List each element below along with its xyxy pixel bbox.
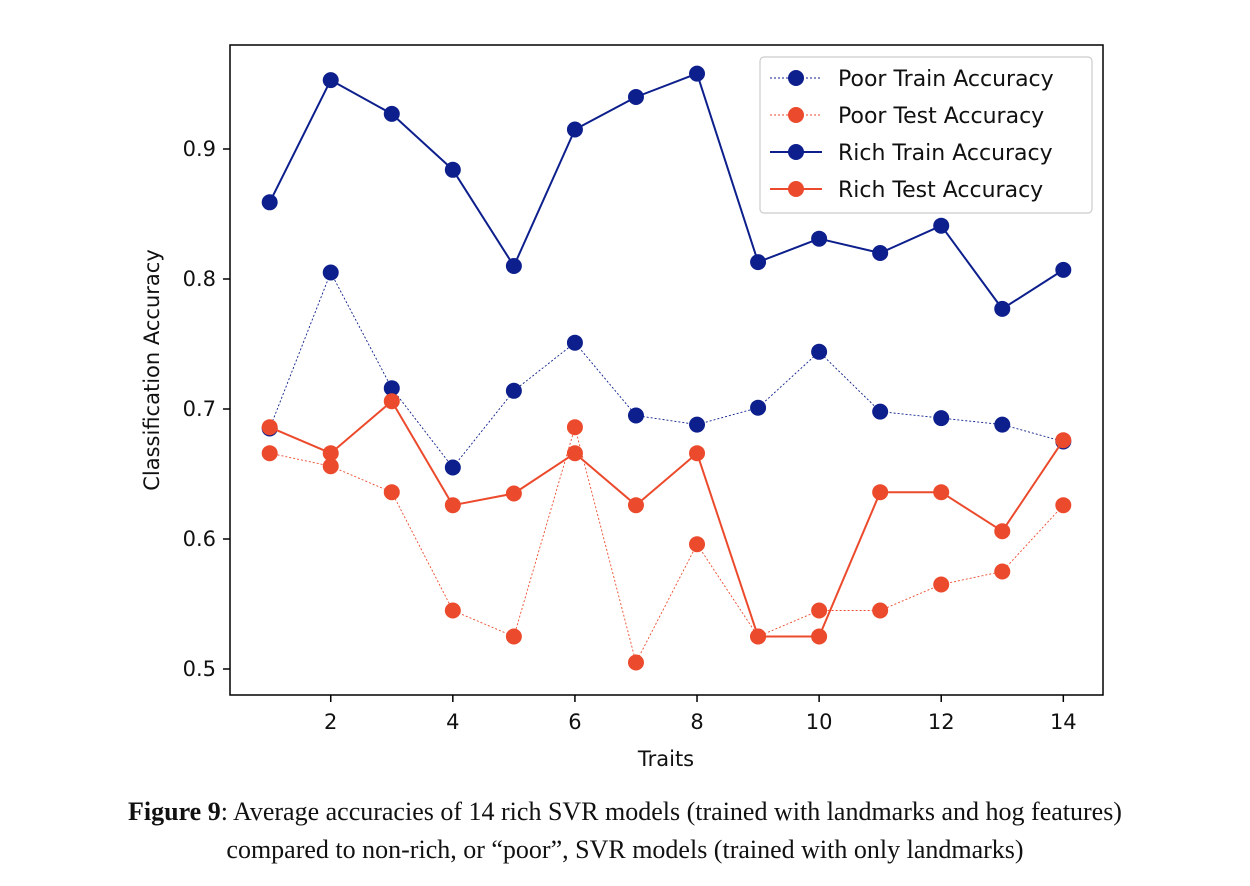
data-point xyxy=(1055,432,1072,449)
data-point xyxy=(261,445,278,462)
data-point xyxy=(872,245,889,261)
x-tick-label: 12 xyxy=(928,710,955,734)
data-point xyxy=(1055,261,1072,278)
caption-line-1-text: : Average accuracies of 14 rich SVR mode… xyxy=(220,797,1122,826)
legend-label: Rich Train Accuracy xyxy=(838,141,1053,166)
data-point xyxy=(505,382,522,399)
legend-entry: Poor Train Accuracy xyxy=(770,67,1054,92)
series-layer xyxy=(261,65,1072,671)
data-point xyxy=(444,497,461,514)
data-point xyxy=(689,416,706,433)
plot-frame xyxy=(229,44,1104,696)
legend-marker xyxy=(788,181,804,197)
data-point xyxy=(322,458,339,475)
figure-caption: Figure 9: Average accuracies of 14 rich … xyxy=(0,793,1250,869)
y-axis: 0.5 0.6 0.7 0.8 0.9 xyxy=(183,137,230,681)
data-point xyxy=(322,445,339,462)
data-point xyxy=(627,89,644,105)
data-point xyxy=(933,217,950,234)
y-tick-label: 0.6 xyxy=(183,527,216,551)
legend-entry: Rich Train Accuracy xyxy=(770,141,1053,166)
data-point xyxy=(383,484,400,501)
legend-marker xyxy=(788,70,804,86)
caption-line-1: Figure 9: Average accuracies of 14 rich … xyxy=(0,793,1250,831)
legend: Poor Train Accuracy Poor Test Accuracy Ric… xyxy=(759,56,1093,214)
data-point xyxy=(811,602,828,619)
y-axis-label: Classification Accuracy xyxy=(140,249,164,491)
data-point xyxy=(383,105,400,122)
data-point xyxy=(505,628,522,645)
data-point xyxy=(933,484,950,501)
figure-label: Figure 9 xyxy=(128,797,221,826)
series-line xyxy=(269,400,1065,638)
data-point xyxy=(261,419,278,436)
x-axis: 2 4 6 8 10 12 14 xyxy=(324,695,1077,734)
data-point xyxy=(383,380,400,397)
data-point xyxy=(1055,497,1072,514)
y-tick-label: 0.9 xyxy=(183,137,216,161)
data-point xyxy=(566,419,583,436)
x-tick-label: 8 xyxy=(690,710,703,734)
x-tick-label: 2 xyxy=(324,710,337,734)
accuracy-line-chart: 2 4 6 8 10 12 14 0.5 0.6 0.7 0.8 0.9 Traits Classi… xyxy=(140,44,1104,771)
series-4 xyxy=(261,393,1072,645)
legend-box xyxy=(759,56,1093,214)
data-point xyxy=(750,254,767,271)
legend-entry: Rich Test Accuracy xyxy=(770,178,1043,203)
x-tick-label: 4 xyxy=(446,710,459,734)
data-point xyxy=(322,264,339,281)
data-point xyxy=(872,484,889,501)
data-point xyxy=(811,230,828,247)
data-point xyxy=(566,121,583,138)
data-point xyxy=(689,536,706,553)
data-point xyxy=(261,194,278,211)
data-point xyxy=(811,343,828,360)
data-point xyxy=(383,393,400,410)
data-point xyxy=(627,654,644,671)
data-point xyxy=(750,628,767,645)
x-tick-label: 10 xyxy=(806,710,833,734)
data-point xyxy=(994,523,1011,540)
data-point xyxy=(994,300,1011,317)
series-line xyxy=(268,72,1064,310)
data-point xyxy=(994,563,1011,580)
data-point xyxy=(689,65,706,82)
legend-label: Poor Test Accuracy xyxy=(838,104,1044,129)
data-point xyxy=(750,399,767,416)
series-3 xyxy=(261,65,1072,317)
caption-line-2: compared to non-rich, or “poor”, SVR mod… xyxy=(226,835,1024,864)
data-point xyxy=(689,445,706,462)
x-axis-label: Traits xyxy=(637,747,694,771)
data-point xyxy=(627,407,644,424)
data-point xyxy=(872,602,889,619)
data-point xyxy=(322,72,339,89)
legend-marker xyxy=(788,144,804,160)
x-tick-label: 6 xyxy=(568,710,581,734)
y-tick-label: 0.7 xyxy=(183,397,216,421)
data-point xyxy=(566,334,583,351)
data-point xyxy=(811,628,828,645)
data-point xyxy=(444,602,461,619)
data-point xyxy=(994,416,1011,433)
data-point xyxy=(627,497,644,514)
x-tick-label: 14 xyxy=(1050,710,1077,734)
data-point xyxy=(933,576,950,593)
data-point xyxy=(505,258,522,274)
data-point xyxy=(505,485,522,502)
legend-label: Poor Train Accuracy xyxy=(838,67,1054,92)
legend-marker xyxy=(788,107,804,123)
data-point xyxy=(444,459,461,476)
data-point xyxy=(566,445,583,462)
legend-entry: Poor Test Accuracy xyxy=(770,104,1044,129)
series-line xyxy=(269,272,1064,468)
data-point xyxy=(933,410,950,427)
legend-label: Rich Test Accuracy xyxy=(838,178,1043,203)
data-point xyxy=(444,161,461,178)
y-tick-label: 0.5 xyxy=(183,657,216,681)
y-tick-label: 0.8 xyxy=(183,267,216,291)
data-point xyxy=(872,403,889,420)
